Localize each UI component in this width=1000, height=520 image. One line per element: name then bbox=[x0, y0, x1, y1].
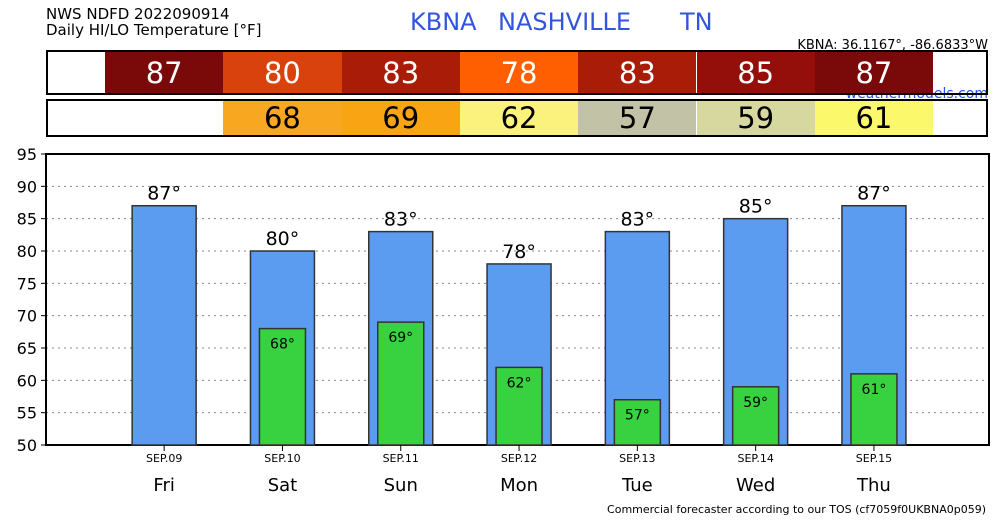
station-coords: KBNA: 36.1167°, -86.6833°W bbox=[797, 38, 988, 53]
lo-bar bbox=[731, 386, 780, 446]
x-day-label: Sun bbox=[384, 475, 418, 496]
y-tick-label: 50 bbox=[17, 436, 37, 455]
x-date-label: SEP.12 bbox=[501, 452, 537, 465]
lo-bar-label: 69° bbox=[388, 330, 413, 346]
lo-temp-cell: 57 bbox=[578, 101, 697, 135]
lo-bar-label: 62° bbox=[507, 375, 532, 391]
hi-bar-label: 83° bbox=[384, 209, 418, 231]
lo-bar bbox=[850, 373, 898, 446]
hi-temp-cell: 85 bbox=[696, 52, 815, 93]
run-info: NWS NDFD 2022090914 bbox=[46, 5, 230, 23]
x-day-label: Fri bbox=[153, 475, 174, 496]
hi-temp-cell: 83 bbox=[341, 52, 460, 93]
y-tick-label: 70 bbox=[17, 307, 37, 326]
hi-bar-label: 83° bbox=[621, 209, 655, 231]
x-date-label: SEP.15 bbox=[856, 452, 892, 465]
x-day-label: Thu bbox=[856, 475, 891, 496]
lo-temp-cell: 59 bbox=[696, 101, 815, 135]
chart-subtitle: Daily HI/LO Temperature [°F] bbox=[46, 21, 262, 39]
hi-bar-label: 87° bbox=[857, 183, 891, 205]
station-name: NASHVILLE bbox=[498, 8, 632, 36]
x-day-label: Wed bbox=[736, 475, 775, 496]
x-day-label: Tue bbox=[621, 475, 653, 496]
lo-bar-label: 68° bbox=[270, 337, 295, 353]
lo-temp-cell: 69 bbox=[341, 101, 460, 135]
y-tick-label: 65 bbox=[17, 339, 37, 358]
footer-note: Commercial forecaster according to our T… bbox=[607, 503, 986, 516]
hi-temp-cell: 78 bbox=[459, 52, 579, 93]
y-tick-label: 55 bbox=[17, 404, 37, 423]
lo-bar-label: 59° bbox=[743, 395, 768, 411]
x-day-label: Mon bbox=[500, 475, 538, 496]
x-date-label: SEP.11 bbox=[383, 452, 419, 465]
lo-temp-strip: 68 69 62 57 59 61 bbox=[46, 99, 988, 137]
y-tick-label: 75 bbox=[17, 274, 37, 293]
lo-temp-cell: 61 bbox=[814, 101, 934, 135]
y-tick-label: 90 bbox=[17, 177, 37, 196]
hi-temp-cell: 80 bbox=[223, 52, 342, 93]
hi-bar-label: 78° bbox=[502, 241, 536, 263]
lo-bar bbox=[613, 398, 662, 446]
station-code: KBNA bbox=[410, 8, 477, 36]
y-tick-label: 60 bbox=[17, 371, 37, 390]
y-tick-label: 95 bbox=[17, 145, 37, 164]
lo-bar-label: 57° bbox=[625, 408, 650, 424]
hi-bar-label: 85° bbox=[739, 196, 773, 218]
y-tick-label: 85 bbox=[17, 210, 37, 229]
hi-temp-strip: 87 80 83 78 83 85 87 bbox=[46, 50, 988, 95]
hi-bar-label: 80° bbox=[266, 228, 300, 250]
hi-temp-cell: 83 bbox=[578, 52, 697, 93]
hi-temp-cell: 87 bbox=[814, 52, 934, 93]
x-date-label: SEP.09 bbox=[146, 452, 182, 465]
lo-temp-cell: 62 bbox=[459, 101, 579, 135]
lo-temp-cell: 68 bbox=[223, 101, 342, 135]
x-date-label: SEP.14 bbox=[737, 452, 773, 465]
lo-bar bbox=[377, 321, 425, 446]
hi-bar-label: 87° bbox=[147, 183, 181, 205]
lo-bar bbox=[495, 366, 543, 446]
x-date-label: SEP.13 bbox=[619, 452, 655, 465]
y-tick-label: 80 bbox=[17, 242, 37, 261]
station-state: TN bbox=[680, 8, 713, 36]
hi-bar bbox=[131, 204, 197, 446]
hi-temp-cell: 87 bbox=[105, 52, 224, 93]
lo-bar-label: 61° bbox=[862, 382, 887, 398]
x-day-label: Sat bbox=[268, 475, 298, 496]
x-date-label: SEP.10 bbox=[264, 452, 300, 465]
